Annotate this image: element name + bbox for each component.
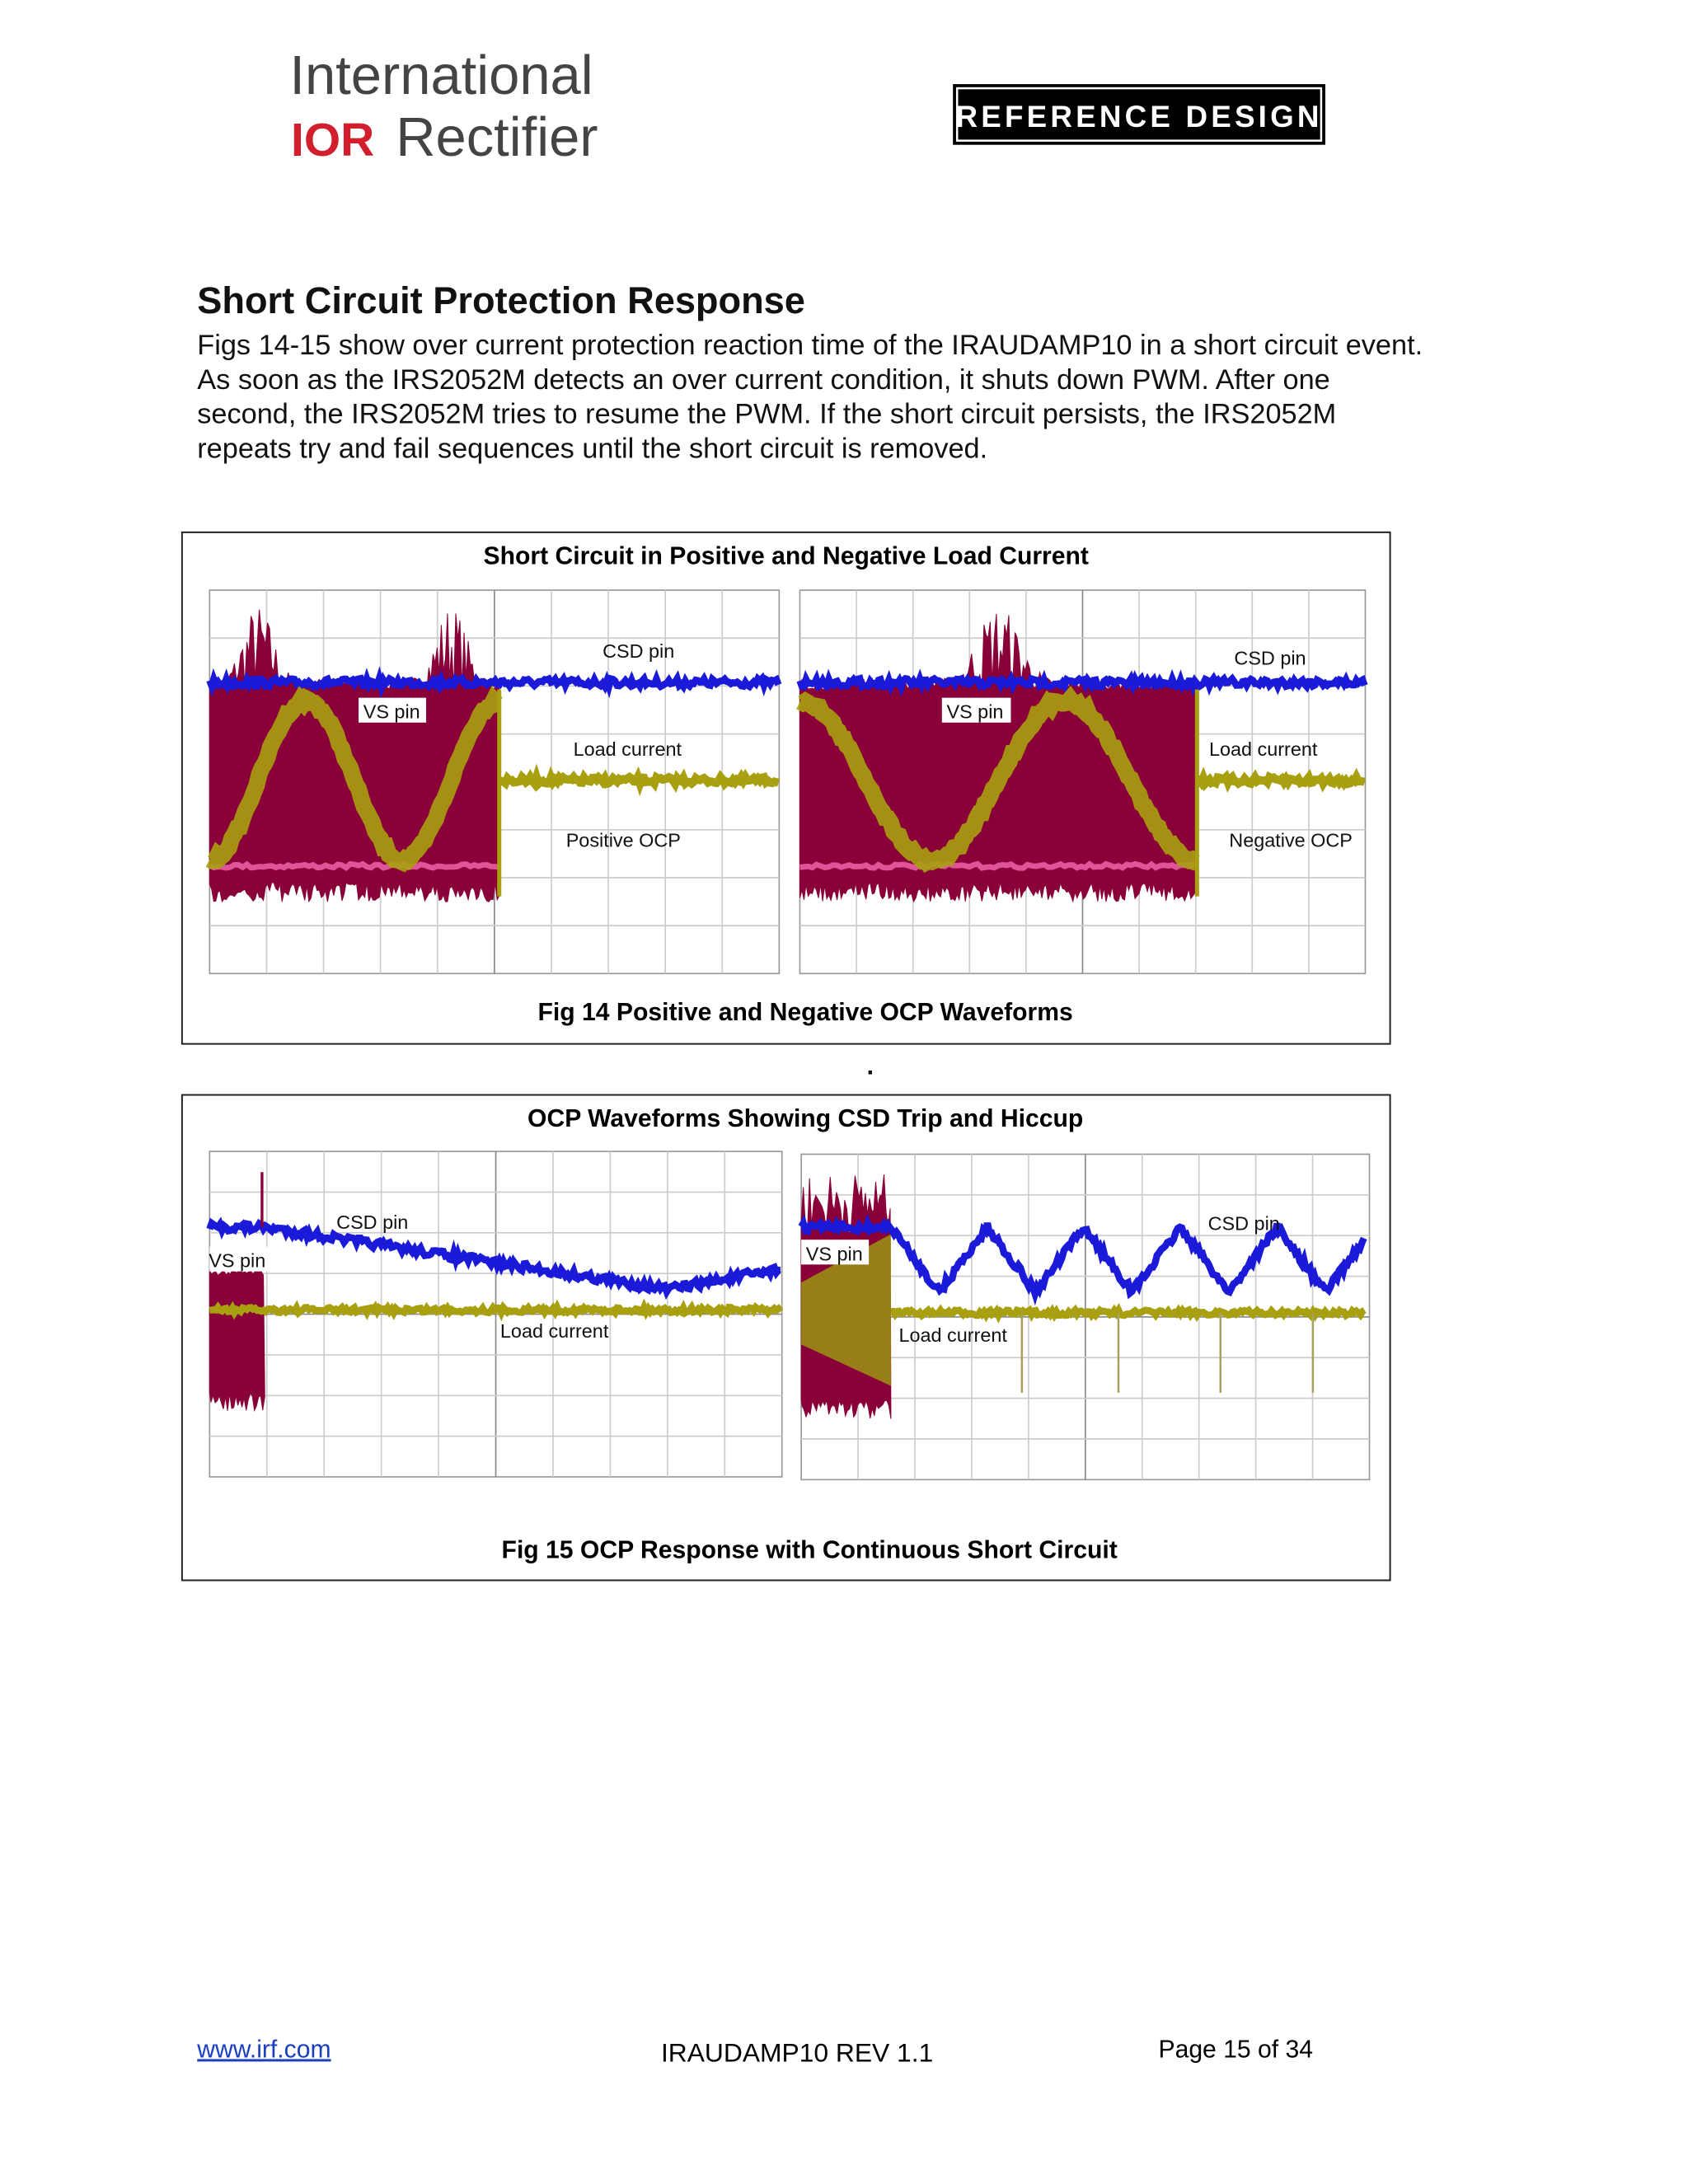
yellow-fan [801,1234,891,1386]
paragraph-line: Figs 14-15 show over current protection … [197,330,1423,361]
trace-label: VS pin [209,1250,265,1272]
trace-label: Load current [500,1320,609,1342]
blue-trace [796,668,1368,697]
badge-inner [955,87,1323,142]
pink-trace [799,860,1198,871]
yellow-trace [1195,766,1367,794]
badge-text: REFERENCE DESIGN [955,100,1322,134]
blue-trace [206,666,782,700]
footer-link[interactable]: www.irf.com [196,2036,331,2063]
blue-trace [798,1213,1367,1306]
label-bg [801,1240,870,1265]
footer-doc: IRAUDAMP10 REV 1.1 [661,2037,933,2067]
figure-title: Short Circuit in Positive and Negative L… [483,542,1088,569]
pink-trace [208,860,500,872]
trace-label: Load current [574,738,682,760]
logo-top: International [289,45,593,106]
label-bg [941,697,1011,723]
paragraph-line: As soon as the IRS2052M detects an over … [197,364,1330,396]
trace-label: CSD pin [1208,1212,1280,1234]
badge-box [953,84,1325,145]
figure-caption: Fig 14 Positive and Negative OCP Wavefor… [538,999,1073,1026]
yellow-trace [205,686,503,873]
yellow-trace [889,1302,1367,1324]
trace-label: CSD pin [603,640,674,662]
label-bg [209,1246,268,1272]
content: International IOR Rectifier REFERENCE DE… [181,45,1423,2067]
trace-label: Load current [1209,738,1318,760]
figure-title: OCP Waveforms Showing CSD Trip and Hiccu… [528,1105,1083,1132]
figure-caption: Fig 15 OCP Response with Continuous Shor… [502,1537,1118,1564]
logo-mark: IOR [291,115,374,166]
trace-label: VS pin [363,701,420,723]
footer-page: Page 15 of 34 [1158,2036,1313,2063]
logo-bottom: Rectifier [396,106,598,168]
trace-label: CSD pin [336,1212,408,1233]
trace-label: Positive OCP [566,829,681,851]
switching-noise [209,1269,265,1413]
label-bg [359,697,427,723]
oscilloscope-panels [205,589,1371,1481]
separator: . [867,1052,874,1080]
trace-label: VS pin [806,1243,863,1264]
section-title: Short Circuit Protection Response [197,279,805,321]
blue-trace [206,1216,781,1301]
trace-label: Load current [898,1324,1007,1346]
yellow-trace [209,1298,784,1322]
paragraph-line: repeats try and fail sequences until the… [197,434,987,465]
trace-label: VS pin [946,701,1003,723]
yellow-trace [796,685,1200,874]
trace-label: CSD pin [1234,647,1306,668]
paragraph-line: second, the IRS2052M tries to resume the… [197,399,1336,430]
trace-label: Negative OCP [1229,829,1353,851]
yellow-trace [497,763,780,797]
